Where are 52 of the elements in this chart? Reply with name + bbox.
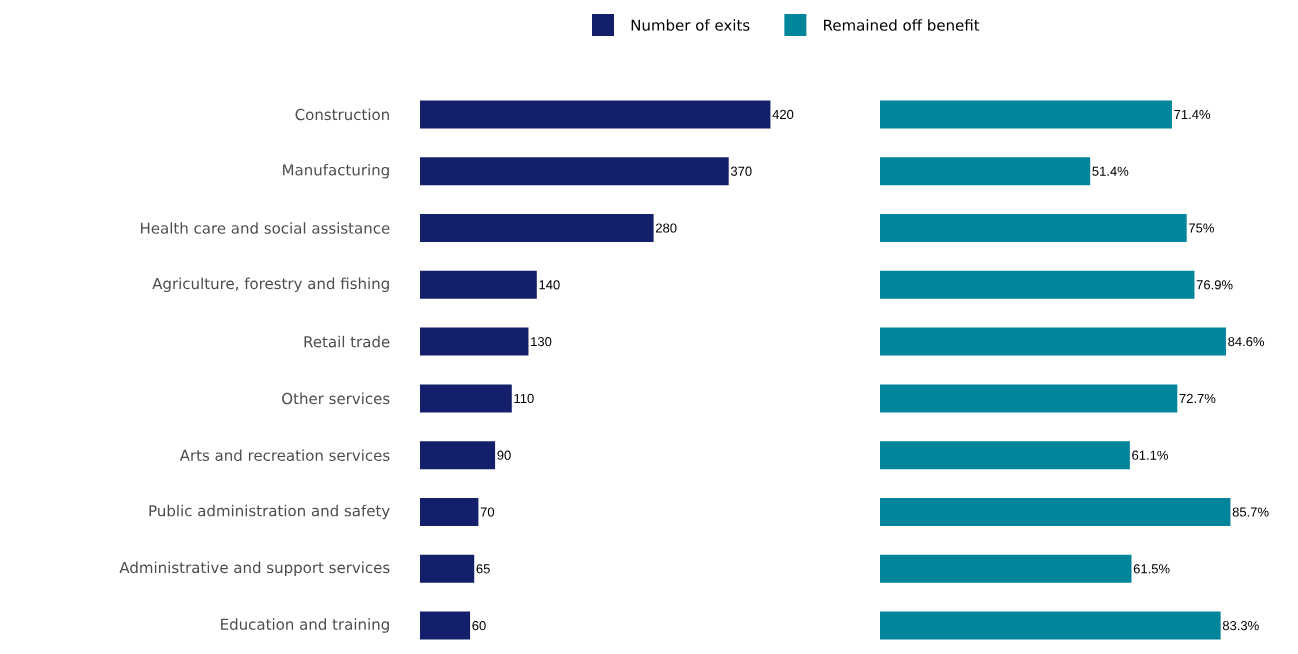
bar [420,611,471,640]
data-label: 75% [1189,223,1214,233]
y-tick-label: Other services [282,392,390,405]
y-tick-label: Agriculture, forestry and fishing [152,277,389,293]
bar [420,270,537,299]
bar [880,214,1187,243]
y-tick-label: Arts and recreation services [179,449,390,462]
y-tick-label: Health care and social assistance [141,222,390,234]
bar [880,100,1172,129]
bar [420,157,729,186]
data-label: 60 [472,621,486,631]
data-label: 130 [531,337,552,347]
y-tick-label: Manufacturing [283,163,389,179]
bar [420,214,654,243]
bar [420,327,529,356]
bar [880,498,1231,527]
bar [880,270,1195,299]
data-label: 110 [514,393,534,404]
y-tick-label: Administrative and support services [119,561,390,577]
legend-label: Number of exits [631,19,750,31]
bar [880,611,1221,640]
data-label: 420 [772,109,794,120]
data-label: 84.6% [1228,337,1265,347]
data-label: 280 [655,223,677,233]
data-label: 51.4% [1092,166,1129,176]
bar [880,554,1132,583]
data-label: 76.9% [1196,280,1233,290]
data-label: 140 [539,280,560,290]
legend-label: Remained off benefit [824,19,980,31]
data-label: 61.1% [1132,450,1168,460]
bar [880,441,1130,470]
data-label: 90 [497,450,511,460]
data-label: 72.7% [1179,393,1216,403]
bar [420,441,496,470]
data-label: 65 [476,564,490,574]
bar [880,157,1091,186]
bar [880,327,1226,356]
data-label: 370 [730,166,752,176]
data-label: 85.7% [1232,507,1269,517]
bar [880,384,1178,413]
bar [420,100,771,129]
y-tick-label: Education and training [221,618,389,633]
y-tick-label: Public administration and safety [149,504,390,520]
data-label: 61.5% [1133,564,1170,574]
bar [420,554,475,583]
y-tick-label: Retail trade [304,335,390,348]
data-label: 71.4% [1174,109,1211,119]
data-label: 83.3% [1222,621,1259,631]
bar [420,384,512,413]
bar [420,498,479,527]
y-tick-label: Construction [295,108,389,121]
data-label: 70 [480,507,495,517]
